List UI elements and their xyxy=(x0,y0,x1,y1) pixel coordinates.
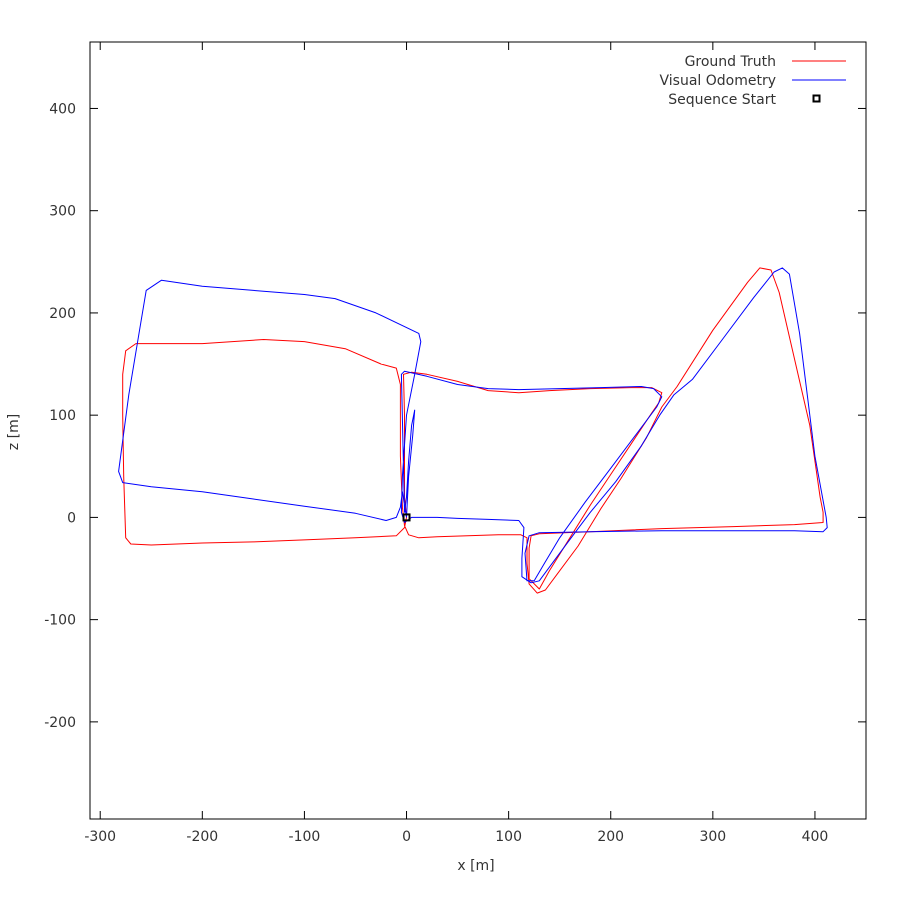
series-ground-truth xyxy=(122,267,824,594)
sequence-start-marker xyxy=(402,513,411,522)
legend-label-sequence-start: Sequence Start xyxy=(668,92,776,108)
series-layer xyxy=(118,267,828,594)
legend-label-visual-odometry: Visual Odometry xyxy=(660,73,777,89)
y-tick-label: -100 xyxy=(44,613,76,629)
x-axis-label: x [m] xyxy=(457,858,494,874)
y-tick-label: 100 xyxy=(49,408,76,424)
series-visual-odometry xyxy=(118,267,828,584)
y-tick-label: 300 xyxy=(49,204,76,220)
x-tick-label: -200 xyxy=(186,829,218,845)
y-tick-label: 0 xyxy=(67,510,76,526)
legend: Ground Truth Visual Odometry Sequence St… xyxy=(660,54,846,108)
marker-layer xyxy=(402,513,411,522)
x-tick-label: 200 xyxy=(597,829,624,845)
legend-swatch-sequence-start xyxy=(812,94,821,103)
axis-ticks: -300 -200 -100 0 100 200 300 400 -200 -100 0 100 200… xyxy=(44,42,866,845)
y-tick-label: -200 xyxy=(44,715,76,731)
x-tick-label: 300 xyxy=(699,829,726,845)
x-tick-label: 0 xyxy=(402,829,411,845)
x-tick-label: 400 xyxy=(802,829,829,845)
plot-frame xyxy=(89,41,867,820)
x-tick-label: 100 xyxy=(495,829,522,845)
legend-label-ground-truth: Ground Truth xyxy=(685,54,776,70)
y-axis-label: z [m] xyxy=(6,414,22,450)
x-tick-label: -300 xyxy=(84,829,116,845)
y-tick-label: 200 xyxy=(49,306,76,322)
y-tick-label: 400 xyxy=(49,101,76,117)
x-tick-label: -100 xyxy=(289,829,321,845)
